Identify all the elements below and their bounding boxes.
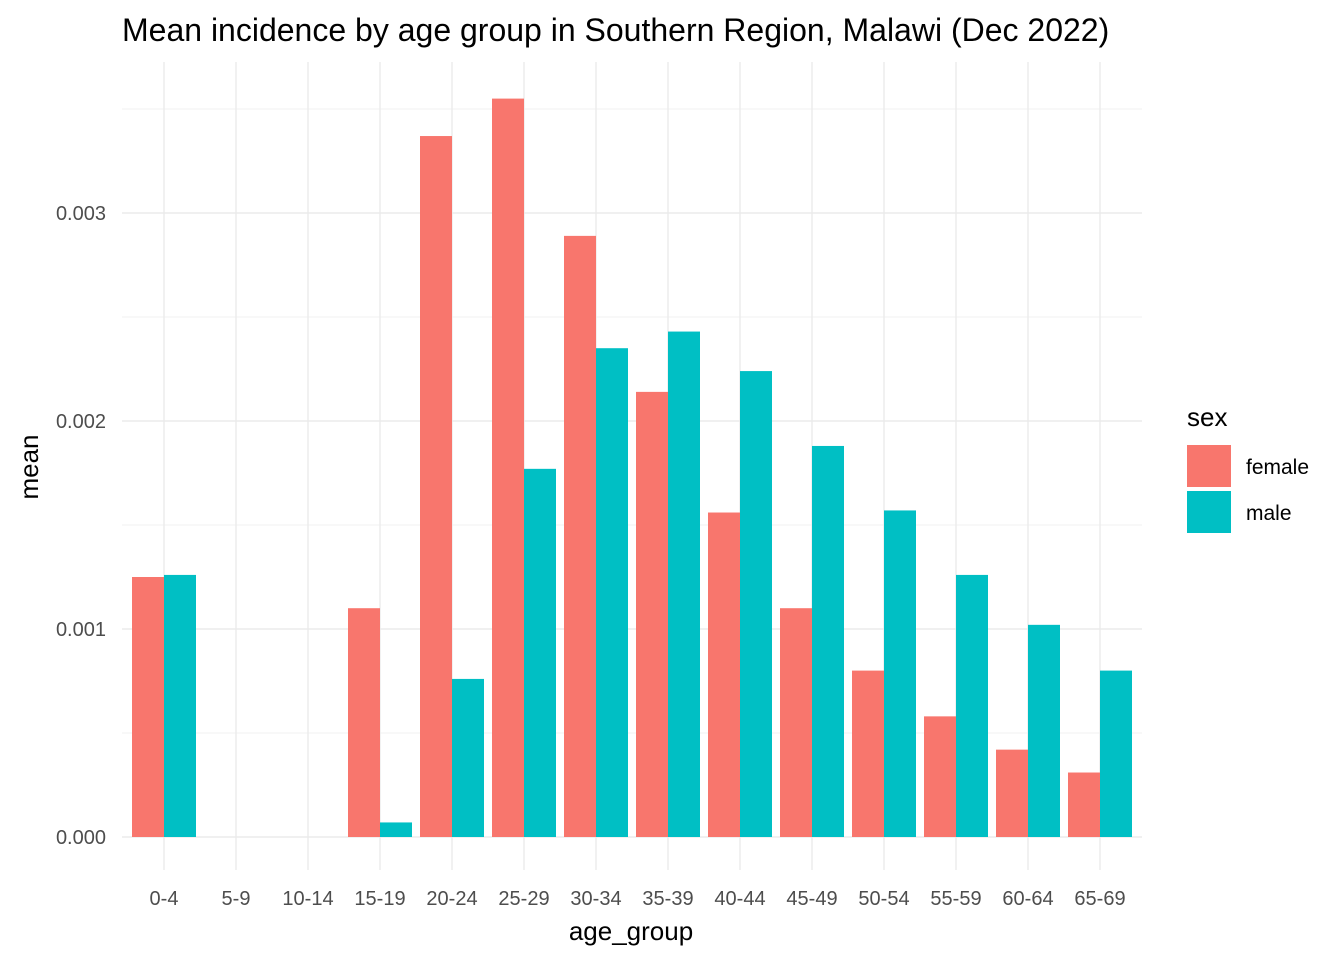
bar-male-65-69: [1100, 670, 1132, 837]
legend-title: sex: [1187, 402, 1227, 432]
x-tick-label: 55-59: [930, 888, 981, 910]
x-tick-label: 65-69: [1074, 888, 1125, 910]
bar-male-25-29: [524, 468, 556, 837]
y-tick-label: 0.003: [56, 203, 106, 225]
x-tick-label: 60-64: [1002, 888, 1053, 910]
x-tick-label: 30-34: [570, 888, 621, 910]
x-tick-label: 50-54: [858, 888, 909, 910]
x-tick-label: 45-49: [786, 888, 837, 910]
bar-male-15-19: [380, 822, 412, 837]
bar-female-55-59: [924, 716, 956, 837]
bar-male-0-4: [164, 574, 196, 837]
bar-male-55-59: [956, 574, 988, 837]
y-axis-title: mean: [14, 434, 44, 499]
x-tick-label: 35-39: [642, 888, 693, 910]
chart-title: Mean incidence by age group in Southern …: [122, 12, 1109, 48]
y-tick-label: 0.002: [56, 411, 106, 433]
legend: sex female male: [1187, 402, 1309, 533]
x-tick-label: 10-14: [282, 888, 333, 910]
bar-female-45-49: [780, 608, 812, 837]
bar-male-20-24: [452, 678, 484, 837]
x-tick-label: 5-9: [222, 888, 251, 910]
bar-male-40-44: [740, 371, 772, 837]
y-tick-label: 0.001: [56, 619, 106, 641]
x-tick-label: 0-4: [150, 888, 179, 910]
legend-items: female male: [1187, 445, 1309, 533]
x-tick-label: 40-44: [714, 888, 765, 910]
bar-female-25-29: [492, 98, 524, 838]
y-axis-ticks: 0.000 0.001 0.002 0.003: [56, 203, 106, 849]
legend-swatch-female: [1187, 445, 1231, 487]
legend-label-female: female: [1246, 456, 1309, 479]
bar-male-45-49: [812, 445, 844, 837]
legend-label-male: male: [1246, 502, 1292, 525]
bar-female-65-69: [1068, 772, 1100, 837]
x-axis-ticks: 0-4 5-9 10-14 15-19 20-24 25-29 30-34 35-39 40-4…: [150, 888, 1126, 910]
x-tick-label: 15-19: [354, 888, 405, 910]
bar-female-0-4: [132, 577, 164, 837]
grid: [122, 62, 1142, 870]
bar-female-20-24: [420, 136, 452, 838]
x-axis-title: age_group: [569, 916, 693, 946]
x-tick-label: 25-29: [498, 888, 549, 910]
bar-female-35-39: [636, 391, 668, 837]
bar-male-30-34: [596, 348, 628, 837]
bar-female-50-54: [852, 670, 884, 837]
y-tick-label: 0.000: [56, 827, 106, 849]
bar-male-60-64: [1028, 624, 1060, 837]
bar-female-15-19: [348, 608, 380, 837]
bar-male-35-39: [668, 331, 700, 837]
bar-male-50-54: [884, 510, 916, 837]
bars: [132, 98, 1132, 838]
bar-female-40-44: [708, 512, 740, 837]
bar-female-60-64: [996, 749, 1028, 837]
legend-swatch-male: [1187, 491, 1231, 533]
bar-female-30-34: [564, 235, 596, 837]
x-tick-label: 20-24: [426, 888, 477, 910]
